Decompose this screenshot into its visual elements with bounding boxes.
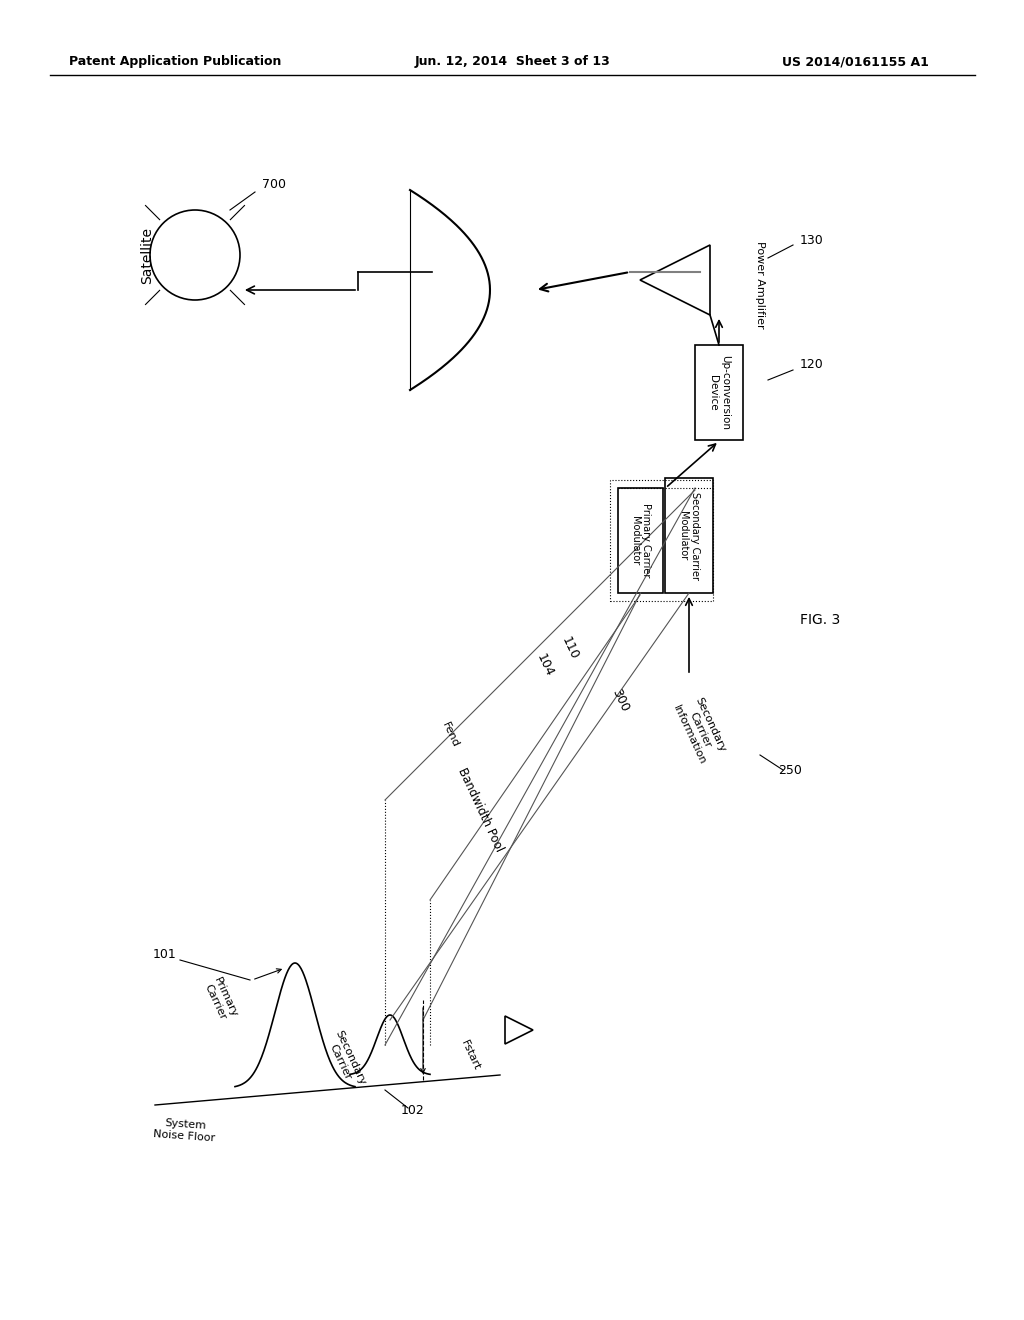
Bar xyxy=(618,488,663,593)
Text: FIG. 3: FIG. 3 xyxy=(800,612,840,627)
Text: 130: 130 xyxy=(800,234,823,247)
Text: 120: 120 xyxy=(800,359,823,371)
Text: 101: 101 xyxy=(154,949,177,961)
Text: Up-conversion
Device: Up-conversion Device xyxy=(709,355,730,430)
Text: Satellite: Satellite xyxy=(140,227,154,284)
Text: System
Noise Floor: System Noise Floor xyxy=(154,1117,217,1143)
Text: Primary
Carrier: Primary Carrier xyxy=(201,975,239,1024)
Text: Fend: Fend xyxy=(439,721,460,750)
Bar xyxy=(695,345,743,440)
Text: Jun. 12, 2014  Sheet 3 of 13: Jun. 12, 2014 Sheet 3 of 13 xyxy=(414,55,610,69)
Text: Patent Application Publication: Patent Application Publication xyxy=(69,55,282,69)
Text: Secondary
Carrier: Secondary Carrier xyxy=(323,1028,368,1092)
Text: US 2014/0161155 A1: US 2014/0161155 A1 xyxy=(781,55,929,69)
Text: 102: 102 xyxy=(401,1104,425,1117)
Bar xyxy=(610,480,713,601)
Text: Primary Carrier
Modulator: Primary Carrier Modulator xyxy=(630,503,651,578)
Bar xyxy=(665,478,713,593)
Text: Power Amplifier: Power Amplifier xyxy=(755,242,765,329)
Text: 700: 700 xyxy=(262,178,286,191)
Text: Bandwidth Pool: Bandwidth Pool xyxy=(455,766,505,854)
Text: Secondary Carrier
Modulator: Secondary Carrier Modulator xyxy=(678,491,699,579)
Text: 250: 250 xyxy=(778,763,802,776)
Text: 110: 110 xyxy=(559,635,581,661)
Text: 104: 104 xyxy=(535,652,556,678)
Text: Secondary
Carrier
Information: Secondary Carrier Information xyxy=(672,694,729,767)
Text: Fstart: Fstart xyxy=(459,1039,481,1072)
Text: 300: 300 xyxy=(609,686,631,714)
